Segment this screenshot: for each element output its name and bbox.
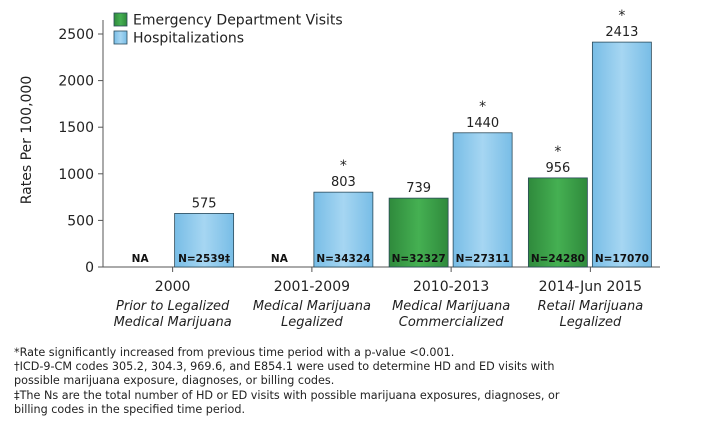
legend: Emergency Department Visits Hospitalizati… [113,12,343,47]
x-tick-label-period: 2010-2013 [413,279,489,295]
n-label: NA [271,253,289,265]
y-tick-label: 1500 [58,120,94,136]
n-label: N=17070 [595,253,649,265]
y-tick-label: 2000 [58,74,94,90]
significance-marker: * [340,158,347,174]
x-tick-label-period: 2001-2009 [274,279,350,295]
data-label: 956 [545,161,570,176]
significance-marker: * [618,8,625,24]
y-tick-label: 1000 [58,167,94,183]
bar-hosp [174,213,235,268]
legend-label: Emergency Department Visits [133,13,343,29]
footnote-icd-codes-cont: possible marijuana exposure, diagnoses, … [14,374,335,388]
n-label: N=32327 [392,253,446,265]
legend-swatch [113,30,128,45]
footnote-ns: ‡The Ns are the total number of HD or ED… [14,388,560,402]
y-tick-label: 500 [67,213,94,229]
n-label: NA [132,253,150,265]
data-label: 1440 [466,116,499,131]
legend-label: Hospitalizations [133,31,244,47]
footnote-ns-cont: billing codes in the specified time peri… [14,402,246,416]
n-label: N=24280 [531,253,585,265]
x-tick-label-period: 2000 [155,279,191,295]
significance-marker: * [554,144,561,160]
x-tick-label-desc: Legalized [559,315,622,330]
x-tick-label-desc: Medical Marijuana [114,315,232,330]
bar-hosp [313,191,374,268]
bar-ed [527,177,588,268]
n-label: N=34324 [316,253,370,265]
bar-hosp [452,132,513,268]
data-label: 803 [331,175,356,190]
data-label: 739 [406,181,431,196]
bar-ed [388,197,449,268]
y-tick-label: 2500 [58,27,94,43]
x-tick-label-desc: Retail Marijuana [538,299,644,314]
significance-marker: * [479,99,486,115]
n-label: N=2539‡ [178,253,230,265]
footnote-significance: *Rate significantly increased from previ… [14,346,455,359]
y-axis: 0 500 1000 1500 2000 2500 [58,20,104,276]
x-tick-label-desc: Prior to Legalized [116,299,230,314]
x-tick-label-period: 2014-Jun 2015 [539,279,642,295]
y-tick-label: 0 [85,260,94,276]
bars-group [174,41,652,268]
y-axis-label: Rates Per 100,000 [19,76,35,205]
data-label: 2413 [605,25,638,40]
x-tick-label-desc: Medical Marijuana [392,299,510,314]
n-label: N=27311 [456,253,510,265]
footnote-icd-codes: †ICD-9-CM codes 305.2, 304.3, 969.6, and… [14,360,555,374]
data-label: 575 [192,196,217,211]
x-tick-label-desc: Medical Marijuana [253,299,371,314]
legend-swatch [113,12,128,27]
x-tick-label-desc: Legalized [281,315,344,330]
bar-chart: Rates Per 100,000 0 500 1000 1500 2000 2500 2… [19,8,660,330]
bar-hosp [591,41,652,268]
x-tick-label-desc: Commercialized [399,315,504,330]
footnotes: *Rate significantly increased from previ… [14,346,694,417]
